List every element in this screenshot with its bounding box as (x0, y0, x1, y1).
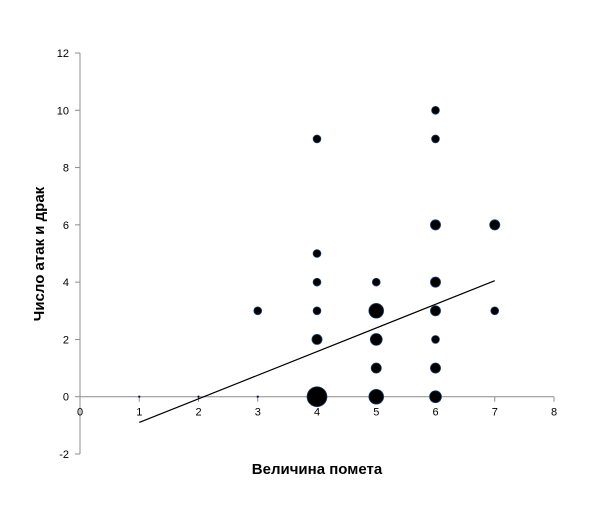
data-point (490, 306, 500, 316)
data-point (312, 249, 322, 258)
data-point (369, 333, 383, 346)
data-point (431, 134, 440, 144)
y-tick-label: 2 (63, 334, 69, 346)
data-point (430, 305, 441, 317)
data-point (429, 390, 442, 404)
data-point (256, 395, 259, 398)
y-tick-label: 0 (63, 392, 69, 404)
x-tick-label: 7 (492, 407, 498, 419)
data-point (312, 277, 322, 287)
data-point (430, 276, 441, 288)
y-tick-label: 4 (63, 277, 69, 289)
data-point (371, 277, 381, 287)
data-points (138, 105, 501, 408)
data-point (431, 335, 440, 344)
data-point (306, 386, 328, 408)
data-point (489, 219, 501, 231)
x-tick-label: 4 (314, 407, 320, 419)
y-axis-title: Число атак и драк (31, 186, 48, 321)
data-point (430, 219, 441, 231)
data-point (431, 105, 440, 115)
data-point (368, 303, 385, 319)
y-tick-label: 12 (57, 48, 69, 60)
x-tick-label: 5 (373, 407, 379, 419)
data-point (370, 362, 382, 374)
data-point (312, 134, 322, 144)
x-tick-label: 6 (432, 407, 438, 419)
x-tick-label: 0 (77, 407, 83, 419)
x-tick-label: 1 (136, 407, 142, 419)
trendline (139, 280, 495, 424)
y-tick-label: -2 (59, 449, 69, 461)
x-tick-label: 3 (255, 407, 261, 419)
trendline-group (139, 280, 495, 424)
data-point (311, 333, 323, 345)
y-tick-label: 6 (63, 220, 69, 232)
x-axis-title: Величина помета (252, 461, 383, 478)
x-tick-label: 8 (551, 407, 557, 419)
data-point (197, 395, 200, 398)
data-point (368, 388, 385, 405)
data-point (312, 306, 322, 316)
y-tick-label: 10 (57, 105, 69, 117)
x-tick-label: 2 (195, 407, 201, 419)
y-tick-label: 8 (63, 163, 69, 175)
data-point (253, 306, 263, 316)
data-point (430, 362, 441, 374)
data-point (138, 395, 141, 398)
